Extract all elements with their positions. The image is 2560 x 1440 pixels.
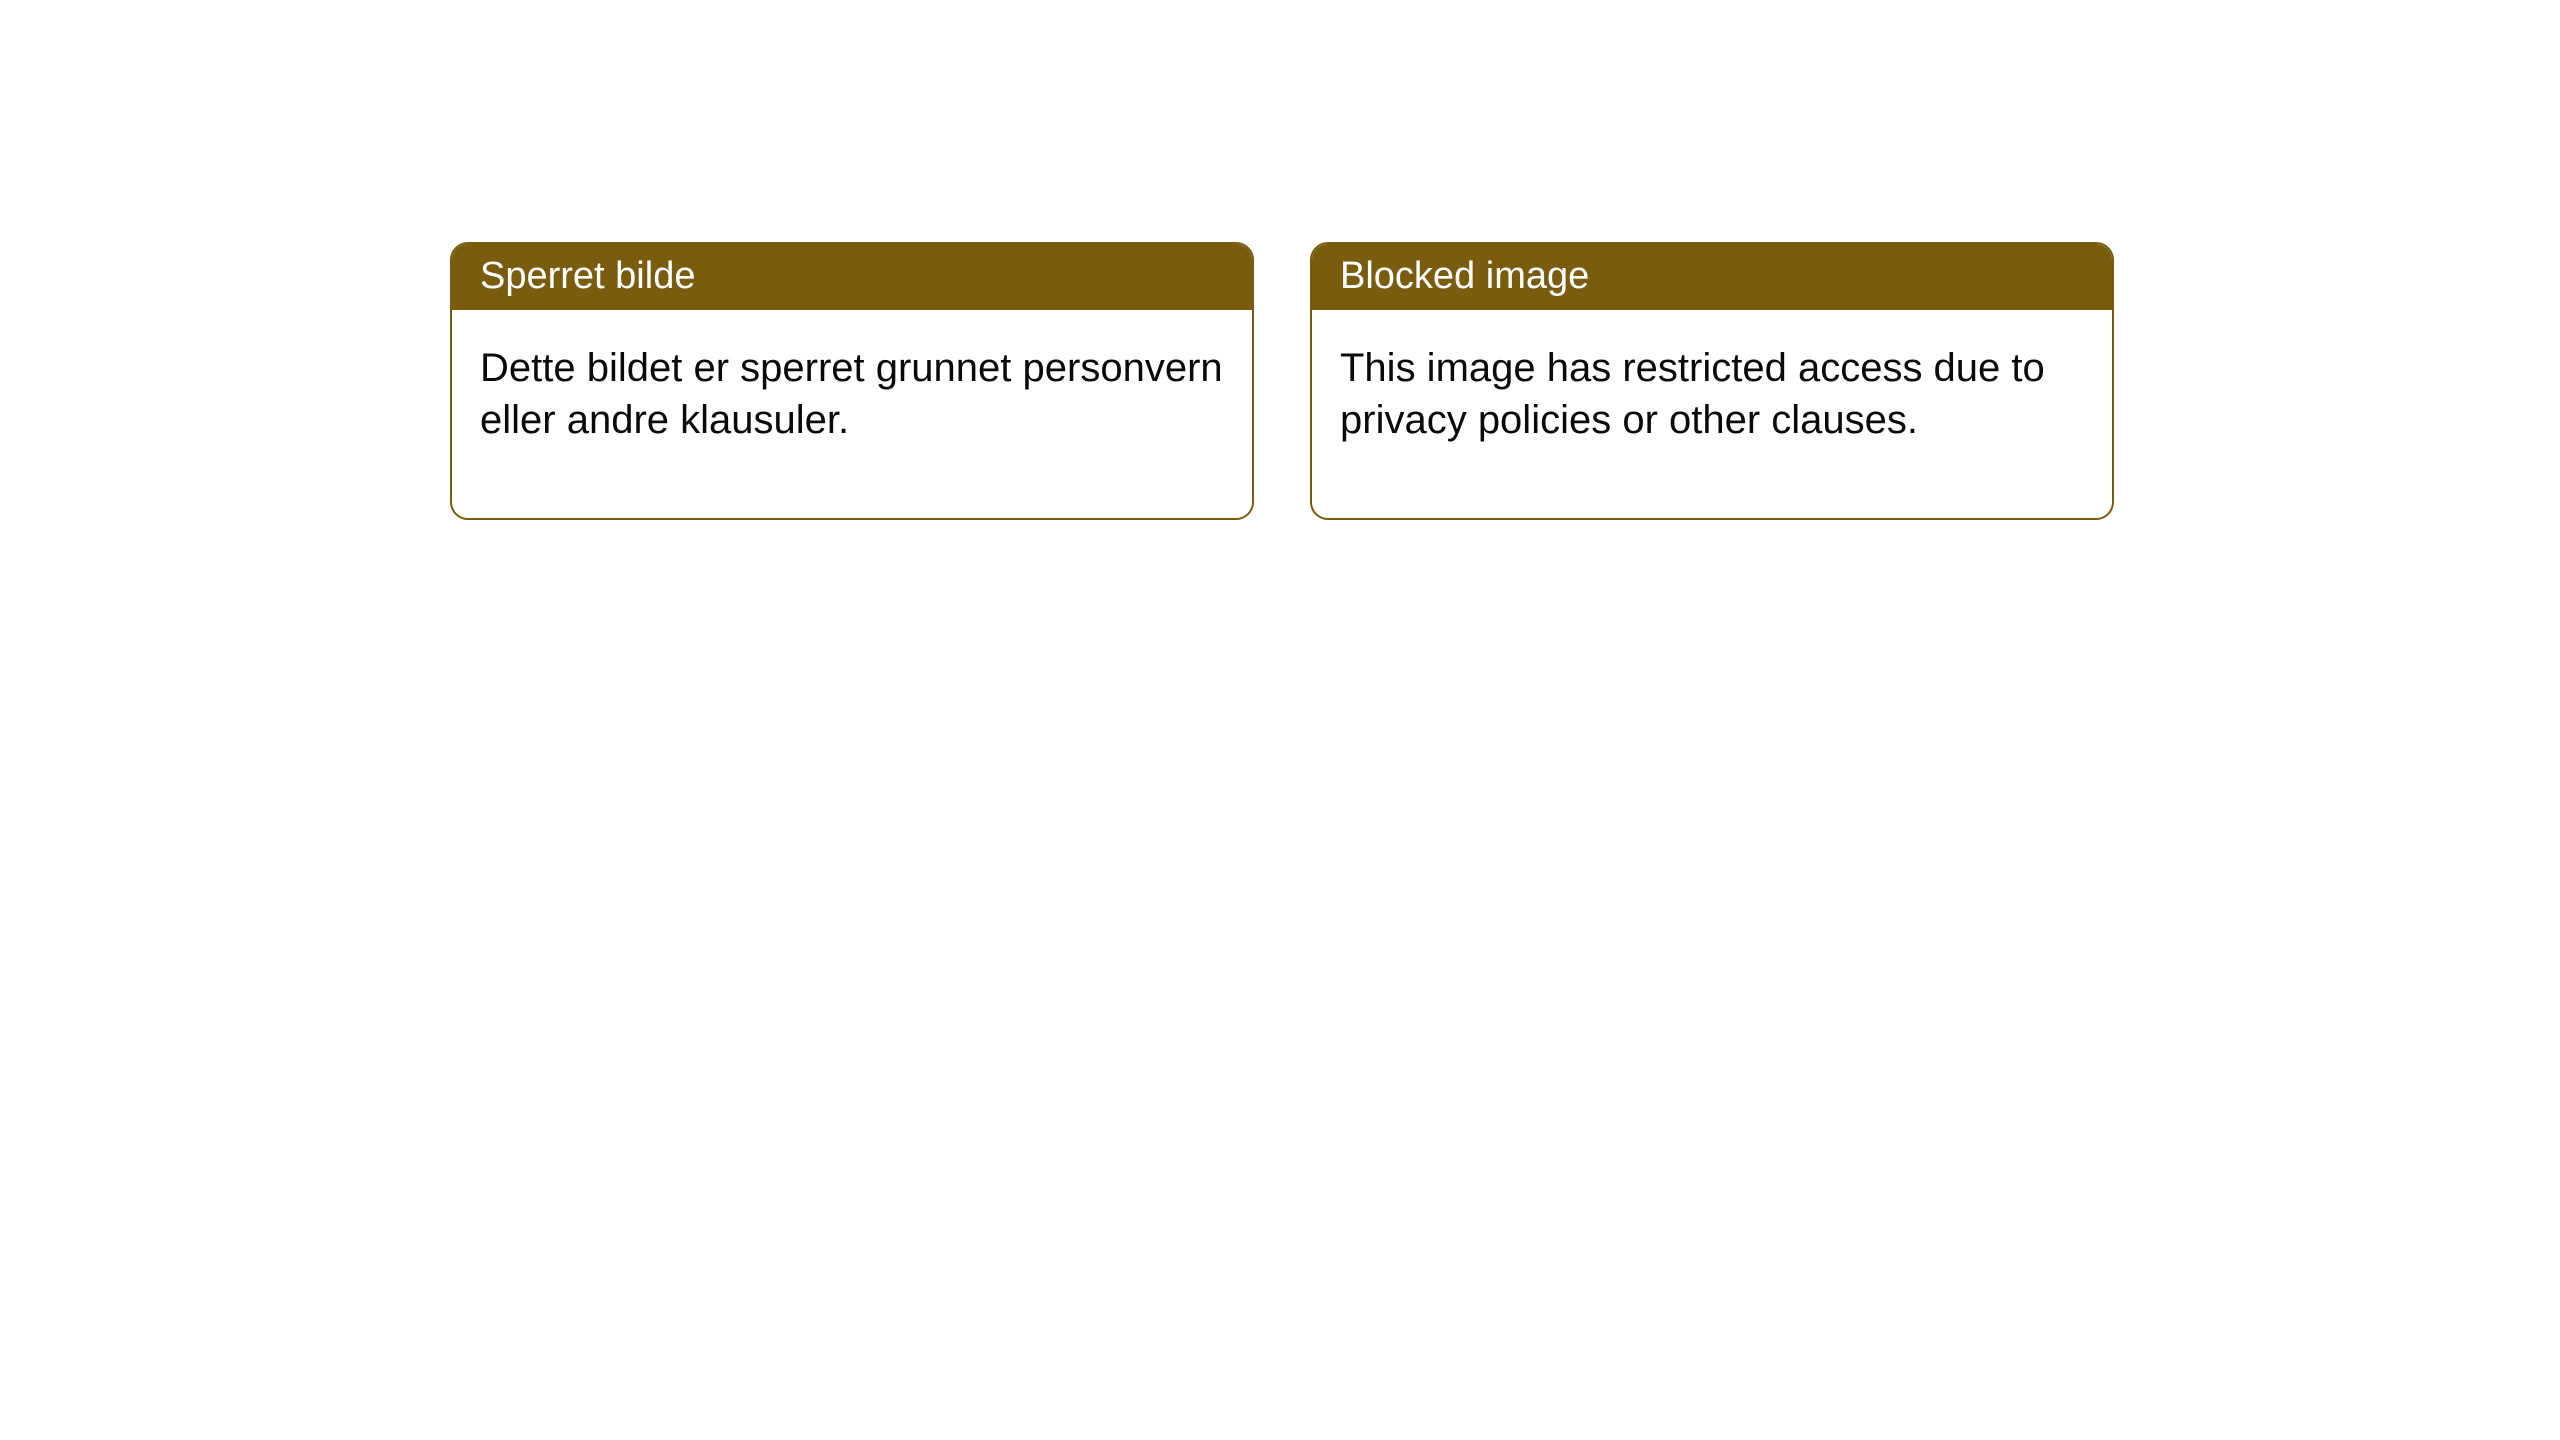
card-body-text: Dette bildet er sperret grunnet personve…	[480, 346, 1223, 442]
card-header: Blocked image	[1312, 244, 2112, 310]
card-container: Sperret bilde Dette bildet er sperret gr…	[0, 0, 2560, 520]
blocked-image-card-no: Sperret bilde Dette bildet er sperret gr…	[450, 242, 1254, 520]
blocked-image-card-en: Blocked image This image has restricted …	[1310, 242, 2114, 520]
card-title: Blocked image	[1340, 255, 1589, 297]
card-body-text: This image has restricted access due to …	[1340, 346, 2045, 442]
card-title: Sperret bilde	[480, 255, 695, 297]
card-header: Sperret bilde	[452, 244, 1252, 310]
card-body: Dette bildet er sperret grunnet personve…	[452, 310, 1252, 518]
card-body: This image has restricted access due to …	[1312, 310, 2112, 518]
